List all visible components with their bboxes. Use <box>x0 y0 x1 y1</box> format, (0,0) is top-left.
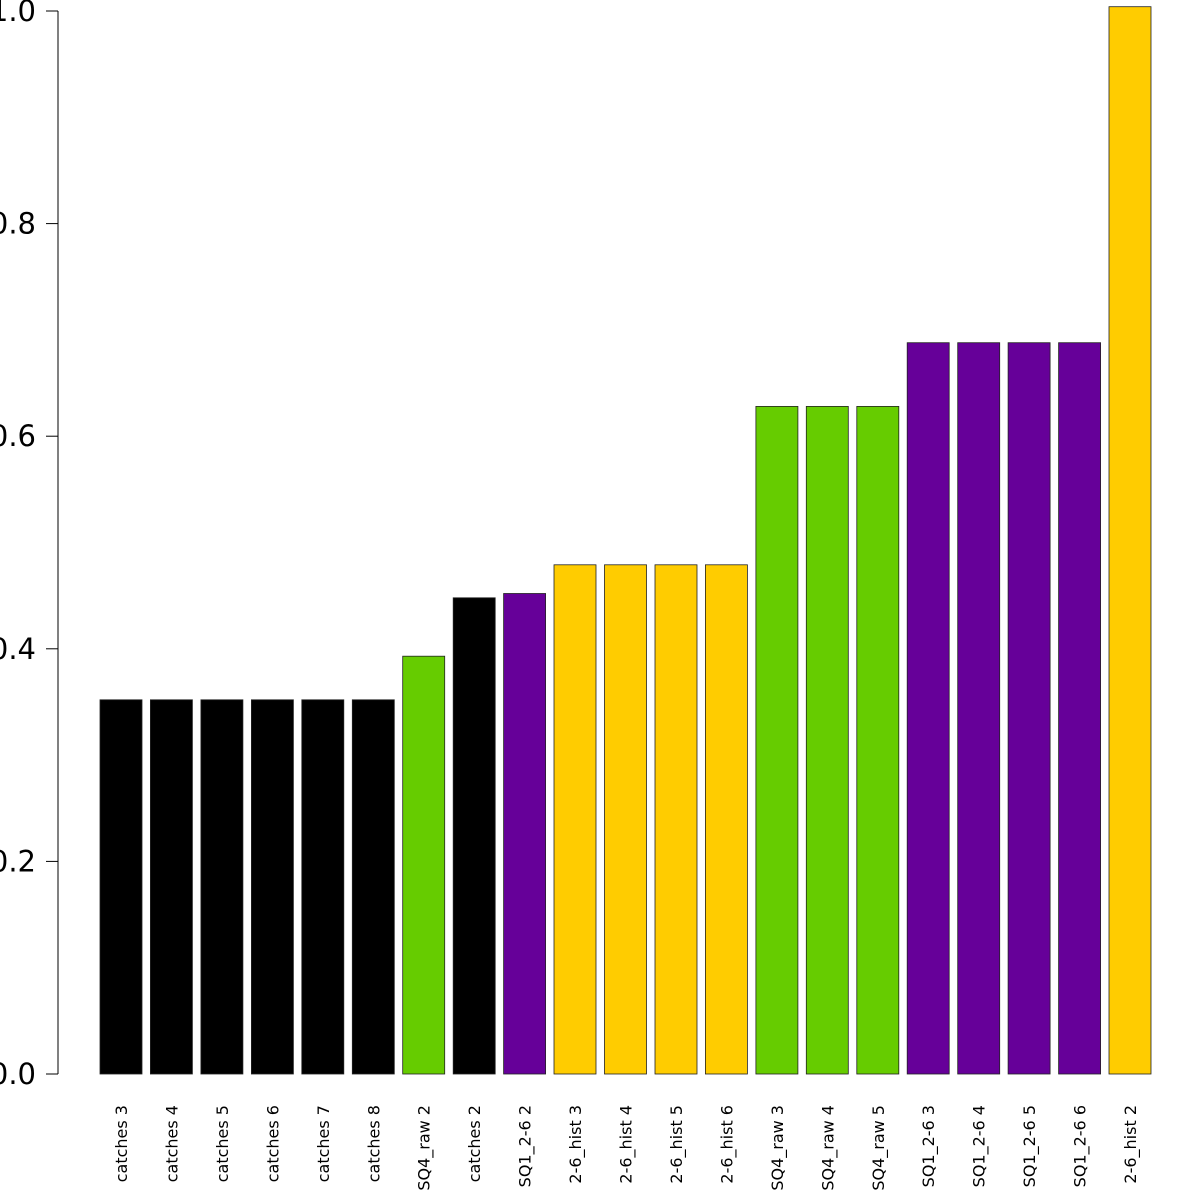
x-tick-label: 2-6_hist 2 <box>1121 1105 1141 1184</box>
bar <box>250 699 294 1075</box>
bar <box>402 655 446 1075</box>
x-tick-label: catches 2 <box>465 1105 484 1182</box>
bar <box>149 699 193 1075</box>
bar <box>301 699 345 1075</box>
x-tick-label: SQ4_raw 3 <box>768 1105 788 1191</box>
x-tick-label: catches 6 <box>263 1105 282 1182</box>
bar <box>755 405 799 1075</box>
bar <box>604 564 647 1075</box>
x-tick-label: SQ4_raw 5 <box>869 1105 889 1191</box>
x-tick-label: SQ1_2-6 5 <box>1020 1105 1040 1187</box>
x-tick-label: SQ1_2-6 2 <box>516 1105 536 1187</box>
bar <box>654 564 698 1075</box>
bar <box>705 564 748 1075</box>
x-tick-label: SQ4_raw 4 <box>818 1105 838 1191</box>
bar <box>99 699 143 1075</box>
x-tick-label: catches 5 <box>213 1105 232 1182</box>
y-axis: 0.0 0.2 0.4 0.6 0.8 1.0 <box>0 0 59 1091</box>
bar <box>906 342 950 1075</box>
bar <box>856 405 900 1075</box>
x-tick-label: 2-6_hist 4 <box>617 1105 637 1184</box>
x-tick-label: 2-6_hist 5 <box>667 1105 687 1184</box>
y-tick-label: 0.4 <box>0 632 36 666</box>
y-tick-label: 0.6 <box>0 419 36 453</box>
y-tick-label: 1.0 <box>0 0 36 28</box>
y-tick-label: 0.2 <box>0 844 36 878</box>
y-tick-label: 0.0 <box>0 1057 36 1091</box>
x-tick-label: catches 4 <box>162 1105 181 1182</box>
bar <box>957 342 1001 1075</box>
bar <box>351 699 395 1075</box>
x-tick-label: catches 7 <box>314 1105 333 1182</box>
bar <box>553 564 597 1075</box>
bar <box>1007 342 1051 1075</box>
bar <box>1108 6 1152 1075</box>
y-tick-label: 0.8 <box>0 207 36 241</box>
bar <box>805 405 849 1075</box>
x-axis-labels: catches 3 catches 4 catches 5 catches 6 catc… <box>112 1105 1141 1191</box>
x-tick-label: SQ4_raw 2 <box>415 1105 435 1191</box>
bar <box>503 593 547 1075</box>
bar <box>452 597 496 1075</box>
bar <box>200 699 244 1075</box>
bars <box>99 6 1152 1075</box>
bar <box>1058 342 1101 1075</box>
x-tick-label: 2-6_hist 6 <box>717 1105 737 1184</box>
x-tick-label: catches 3 <box>112 1105 131 1182</box>
x-tick-label: SQ1_2-6 4 <box>970 1105 990 1187</box>
x-tick-label: SQ1_2-6 3 <box>919 1105 939 1187</box>
x-tick-label: 2-6_hist 3 <box>566 1105 586 1184</box>
x-tick-label: catches 8 <box>364 1105 383 1182</box>
x-tick-label: SQ1_2-6 6 <box>1071 1105 1091 1187</box>
